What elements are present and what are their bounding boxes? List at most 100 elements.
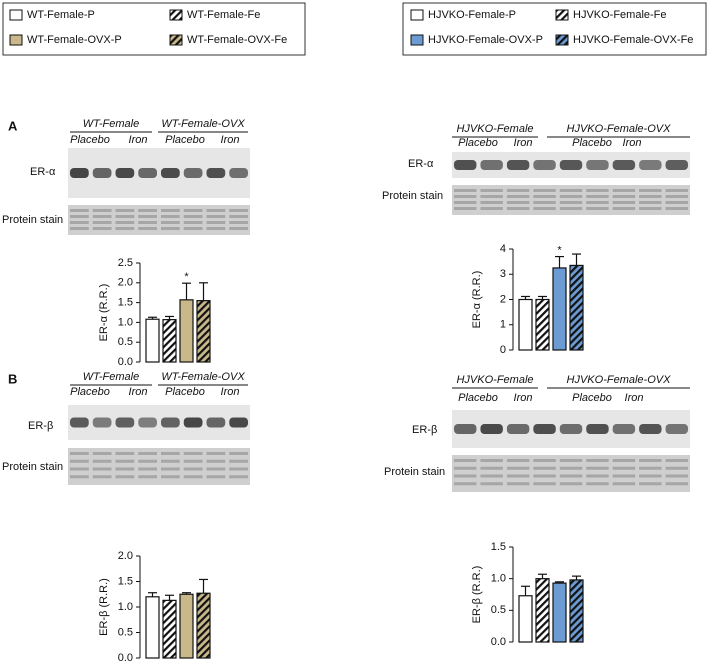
stain-band [161, 467, 180, 471]
stain-band [229, 209, 248, 212]
stain-band [533, 201, 556, 204]
stain-band [612, 474, 636, 478]
bar [196, 592, 211, 659]
stain-band [454, 201, 477, 204]
blot-group-label: HJVKO-Female [456, 374, 533, 386]
blot-band [665, 424, 688, 434]
stain-band [665, 207, 688, 210]
y-tick-label: 3 [500, 268, 506, 280]
lane-label: Iron [514, 137, 533, 149]
y-axis-label: ER-α (R.R.) [98, 284, 110, 342]
stain-band [206, 475, 226, 479]
stain-band [506, 201, 530, 204]
legend-label: WT-Female-OVX-Fe [187, 34, 287, 46]
stain-band [161, 209, 180, 212]
stain-band [138, 452, 157, 455]
stain-band [559, 189, 583, 192]
stain-band [183, 215, 203, 218]
y-axis-label: ER-α (R.R.) [471, 271, 483, 329]
stain-band [206, 227, 226, 230]
stain-band [639, 459, 662, 462]
stain-band [183, 452, 203, 455]
stain-band [161, 475, 180, 479]
stain-band [70, 221, 89, 224]
stain-band [480, 459, 503, 462]
blot-band [506, 160, 530, 170]
stain-band [206, 467, 226, 471]
stain-band [506, 195, 530, 198]
stain-band [586, 459, 609, 462]
blot-band [206, 168, 226, 178]
stain-band [229, 221, 248, 224]
y-tick-label: 0.5 [118, 626, 133, 638]
stain-band [533, 482, 556, 486]
stain-band [665, 474, 688, 478]
y-tick-label: 0.5 [118, 336, 133, 348]
blot-row-label: ER-β [28, 420, 53, 432]
legend-swatch [9, 9, 23, 21]
stain-band [115, 209, 135, 212]
blot-band [229, 168, 248, 178]
stain-band [480, 201, 503, 204]
stain-band [183, 475, 203, 479]
stain-band [454, 189, 477, 192]
blot-row-label: Protein stain [2, 461, 63, 473]
stain-band [586, 207, 609, 210]
bar [569, 264, 584, 351]
stain-band [138, 459, 157, 463]
stain-band [92, 452, 112, 455]
stain-band [161, 221, 180, 224]
stain-band [612, 189, 636, 192]
blot-row-label: Protein stain [382, 190, 443, 202]
y-tick-label: 2 [500, 293, 506, 305]
legend-box [2, 2, 306, 56]
blot-band [559, 424, 583, 434]
bar [552, 267, 567, 351]
stain-band [454, 207, 477, 210]
stain-band [183, 209, 203, 212]
stain-band [639, 195, 662, 198]
stain-band [559, 482, 583, 486]
blot-band [70, 168, 89, 178]
lane-label: Placebo [70, 386, 110, 398]
stain-band [506, 466, 530, 470]
bar [145, 596, 160, 659]
stain-band [454, 195, 477, 198]
blot-band [586, 160, 609, 170]
legend-label: WT-Female-OVX-P [27, 34, 122, 46]
stain-band [480, 195, 503, 198]
stain-band [533, 459, 556, 462]
stain-band [454, 482, 477, 486]
stain-band [206, 209, 226, 212]
blot-row-label: ER-α [30, 166, 56, 178]
stain-band [138, 475, 157, 479]
blot-band [612, 424, 636, 434]
stain-band [161, 459, 180, 463]
blot-band [206, 417, 226, 428]
stain-band [115, 215, 135, 218]
blot-band [639, 160, 662, 170]
blot-group-label: HJVKO-Female-OVX [567, 374, 672, 386]
legend-label: HJVKO-Female-Fe [573, 9, 667, 21]
stain-band [586, 466, 609, 470]
stain-band [229, 452, 248, 455]
stain-band [115, 459, 135, 463]
stain-band [138, 227, 157, 230]
lane-label: Iron [514, 392, 533, 404]
stain-band [639, 466, 662, 470]
stain-band [506, 459, 530, 462]
stain-band [559, 474, 583, 478]
stain-band [229, 459, 248, 463]
stain-band [506, 207, 530, 210]
stain-band [115, 221, 135, 224]
stain-band [586, 474, 609, 478]
stain-band [70, 475, 89, 479]
blot-band [586, 424, 609, 434]
legend-box [402, 2, 707, 56]
blot-band [665, 160, 688, 170]
y-axis-label: ER-β (R.R.) [471, 566, 483, 624]
y-axis-label: ER-β (R.R.) [98, 578, 110, 636]
blot-band [138, 417, 157, 428]
y-tick-label: 0.0 [118, 652, 133, 663]
stain-band [586, 482, 609, 486]
